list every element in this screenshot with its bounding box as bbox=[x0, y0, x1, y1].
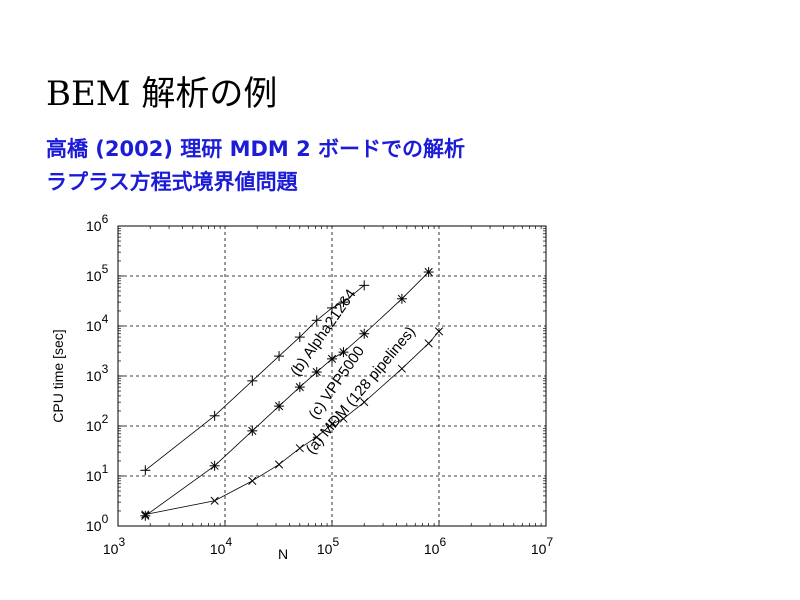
data-point bbox=[339, 414, 348, 423]
data-point bbox=[338, 297, 349, 308]
subtitle-line-1: 高橋 (2002) 理研 MDM 2 ボードでの解析 bbox=[46, 137, 466, 161]
data-point bbox=[360, 398, 369, 407]
data-point bbox=[247, 375, 258, 386]
x-tick-label: 103 bbox=[103, 535, 126, 557]
subtitle-line-2: ラプラス方程式境界値問題 bbox=[46, 170, 298, 194]
y-tick-label: 105 bbox=[86, 262, 109, 284]
x-tick-label: 105 bbox=[317, 535, 340, 557]
page-title: BEM 解析の例 bbox=[46, 74, 278, 114]
data-point bbox=[140, 510, 151, 521]
data-point bbox=[247, 425, 258, 436]
series-line bbox=[145, 331, 440, 515]
data-point bbox=[311, 367, 322, 378]
y-tick-label: 104 bbox=[86, 312, 109, 334]
data-point bbox=[423, 267, 434, 278]
y-tick-label: 100 bbox=[86, 512, 109, 534]
y-axis-label: CPU time [sec] bbox=[50, 329, 66, 422]
data-point bbox=[396, 293, 407, 304]
data-point bbox=[295, 444, 304, 453]
data-point bbox=[294, 382, 305, 393]
data-point bbox=[274, 401, 285, 412]
data-point bbox=[424, 339, 433, 348]
x-tick-label: 106 bbox=[424, 535, 447, 557]
data-point bbox=[359, 328, 370, 339]
data-point bbox=[209, 460, 220, 471]
data-point bbox=[311, 315, 322, 326]
data-point bbox=[312, 432, 321, 442]
y-tick-label: 106 bbox=[86, 212, 109, 234]
y-tick-label: 101 bbox=[86, 462, 109, 484]
data-point bbox=[210, 496, 219, 505]
data-point bbox=[327, 419, 337, 429]
y-tick-label: 102 bbox=[86, 412, 109, 434]
data-point bbox=[294, 332, 305, 343]
data-point bbox=[274, 351, 285, 362]
series-line bbox=[145, 271, 429, 517]
data-point bbox=[140, 465, 151, 476]
data-point bbox=[397, 364, 406, 373]
data-point bbox=[141, 510, 150, 519]
x-tick-label: 107 bbox=[531, 535, 554, 557]
data-point bbox=[338, 347, 349, 358]
x-axis-label: N bbox=[278, 546, 288, 562]
y-tick-label: 103 bbox=[86, 362, 109, 384]
data-point bbox=[359, 280, 370, 291]
data-point bbox=[327, 302, 337, 313]
data-point bbox=[248, 476, 257, 485]
data-point bbox=[327, 353, 337, 364]
data-point bbox=[209, 410, 220, 421]
data-point bbox=[274, 460, 284, 469]
data-point bbox=[434, 327, 444, 336]
x-tick-label: 104 bbox=[210, 535, 233, 557]
